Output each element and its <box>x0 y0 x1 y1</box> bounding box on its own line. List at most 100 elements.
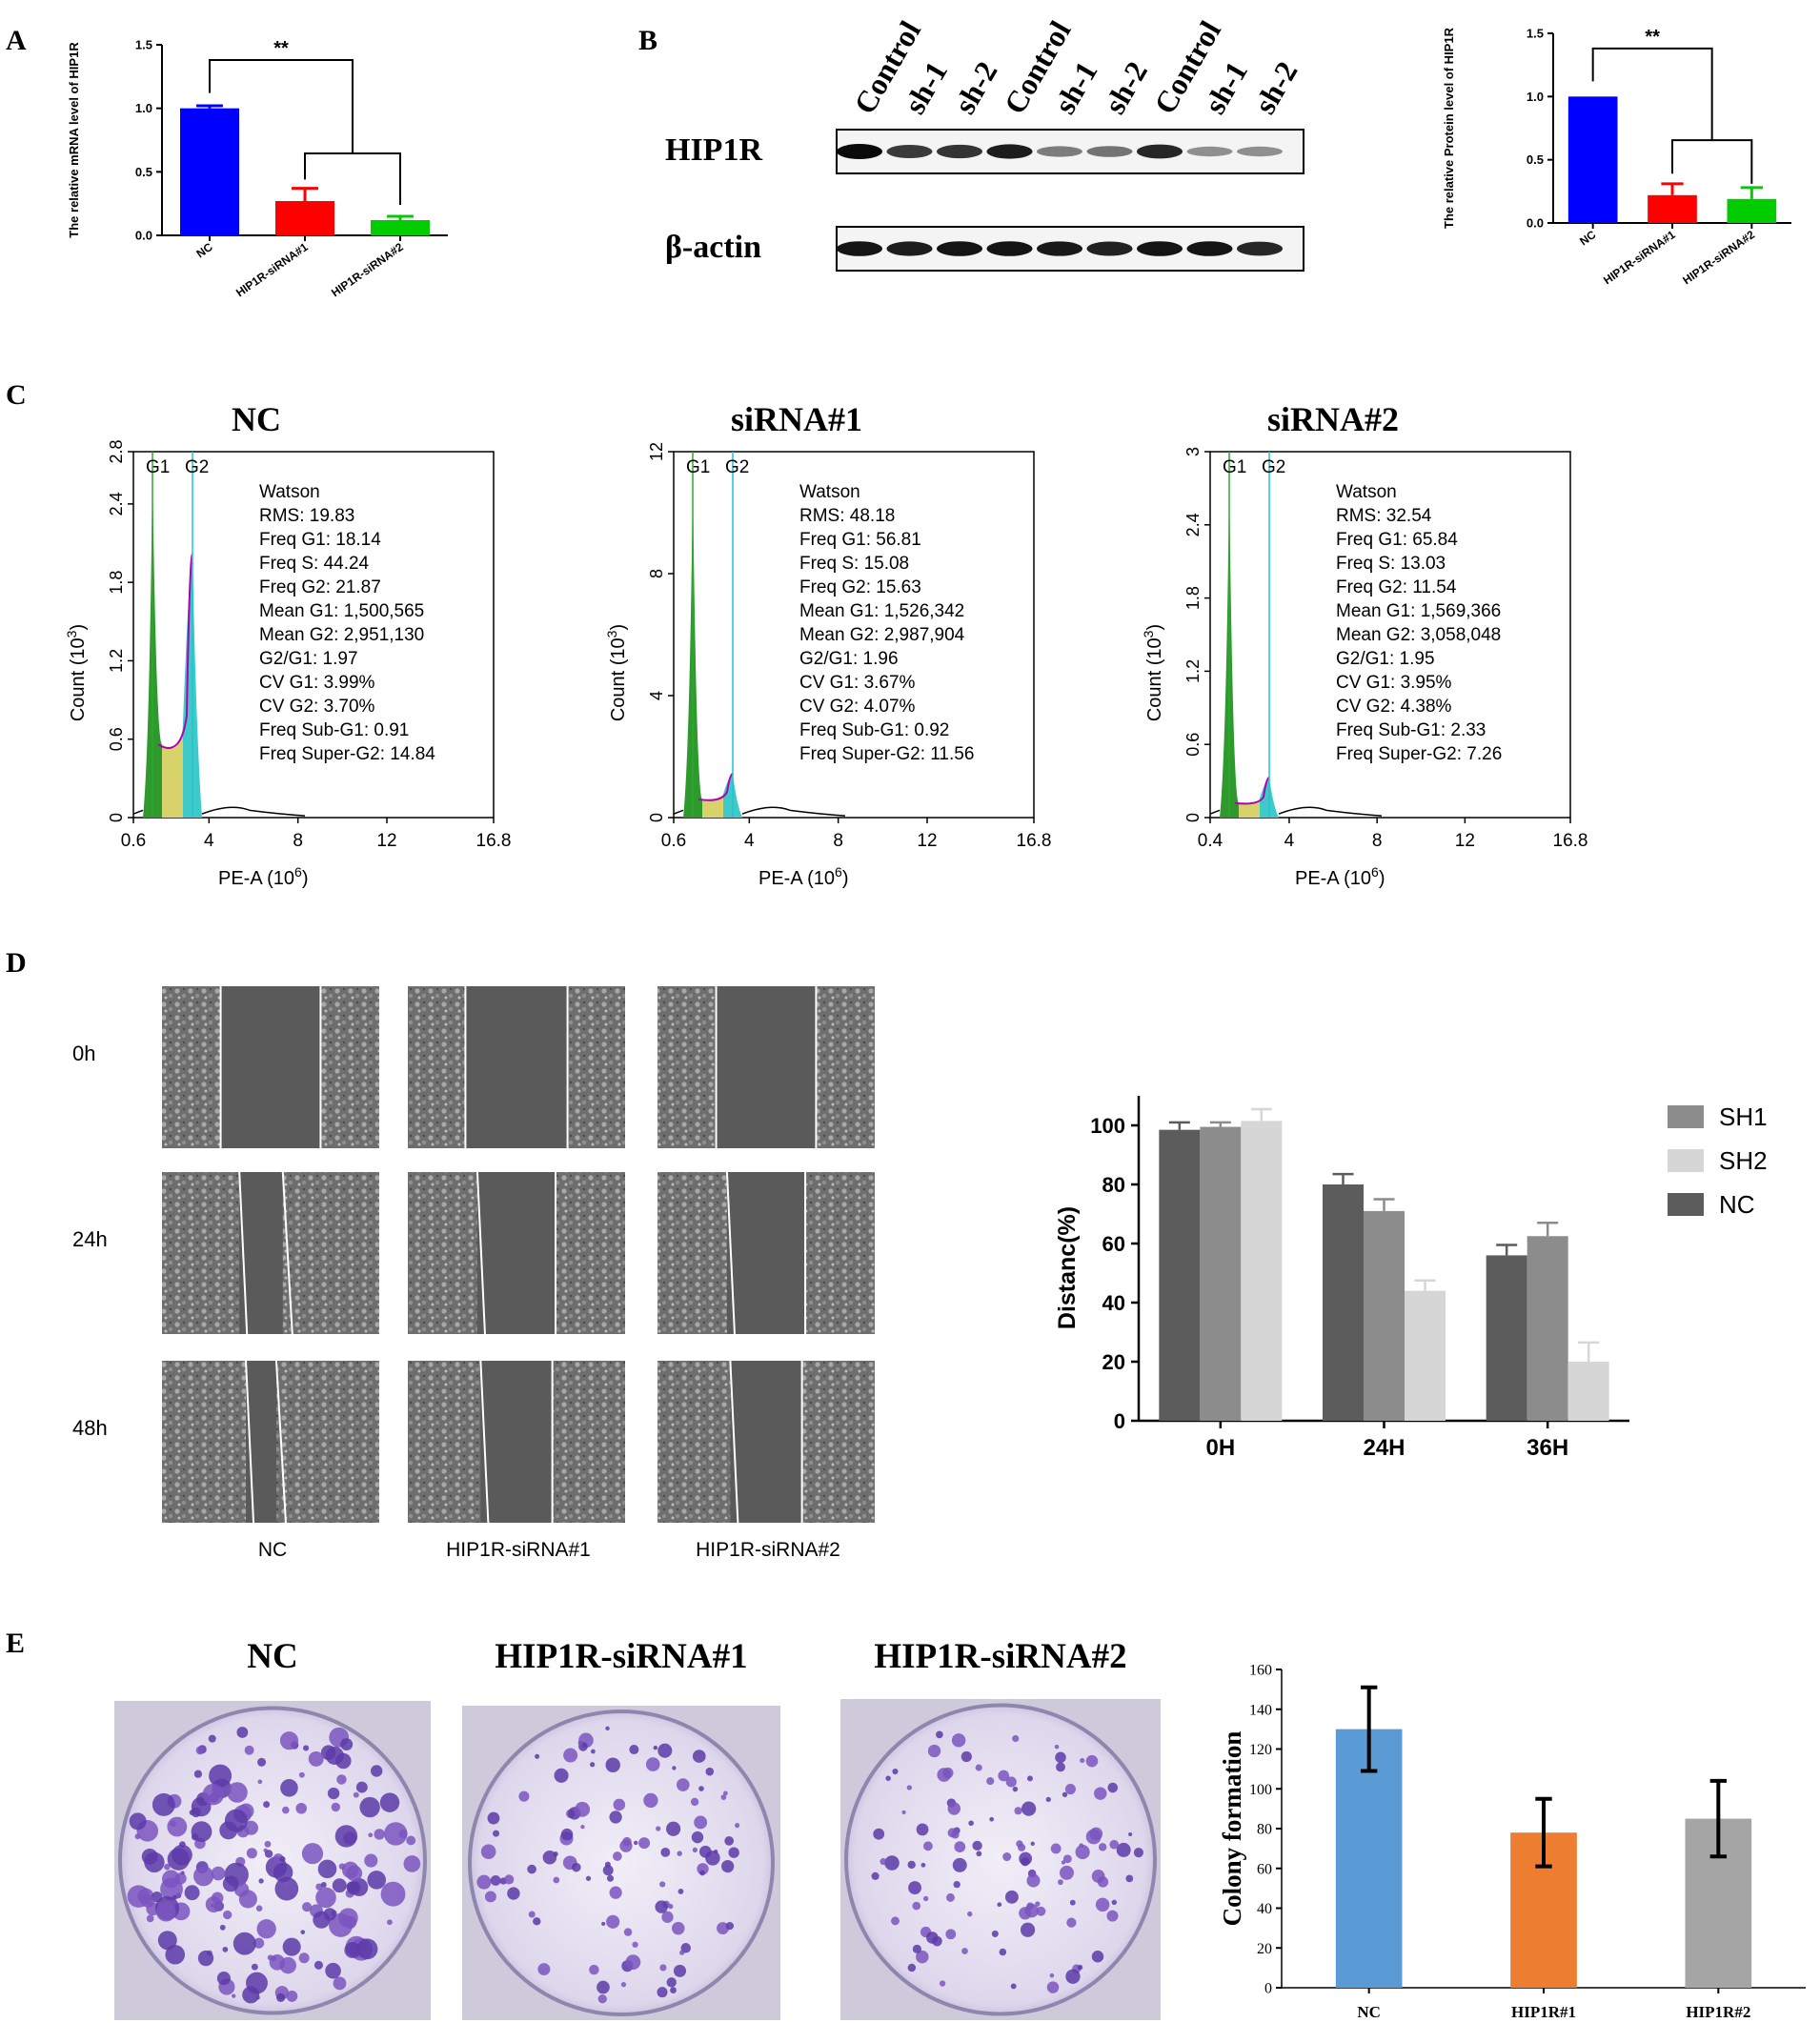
flow-stat: Freq G1: 18.14 <box>259 530 381 550</box>
wound-image <box>657 1360 875 1524</box>
y-tick-label: 0 <box>1114 1409 1125 1433</box>
flow-panel-1: NC 0 0.6 1.2 1.8 2.4 2.8 0.6 4 8 12 16.8 PE-A (106) C… <box>64 400 511 889</box>
colony-spot <box>406 1835 416 1846</box>
colony-spot <box>916 1823 929 1836</box>
colony-spot <box>645 1757 660 1771</box>
colony-spot <box>280 1778 298 1797</box>
colony-spot <box>346 1881 358 1892</box>
wound-time-label: 24h <box>72 1227 108 1251</box>
y-tick-label: 60 <box>1102 1232 1125 1256</box>
flow-g1-label: G1 <box>146 457 170 477</box>
colony-spot <box>129 1812 147 1831</box>
colony-spot <box>936 1730 943 1739</box>
bar-sh1 <box>1200 1126 1242 1421</box>
blot-band <box>1037 146 1082 157</box>
colony-spot <box>705 1767 715 1776</box>
colony-spot <box>313 1911 331 1929</box>
colony-spot <box>279 1956 296 1974</box>
wound-healing-images: 0h 24h 48h NC HIP1R-siRNA#1 HIP1R-siRNA#2 <box>72 986 875 1561</box>
colony-spot <box>927 1744 941 1758</box>
flow-title: siRNA#2 <box>1267 400 1399 438</box>
flow-x-tick-label: 0.6 <box>121 831 146 851</box>
bar-sh2 <box>1567 1362 1609 1421</box>
colony-spot <box>257 1757 267 1767</box>
chart-e-plot: 0 20 40 60 80 100 120 140 160 NC HIP1R#1 HIP1R#2 Col… <box>1218 1663 1806 2021</box>
colony-spot <box>1012 1786 1019 1792</box>
blot-lane-label: sh-2 <box>1247 55 1304 119</box>
y-tick-label: 0.5 <box>135 165 152 179</box>
colony-spot <box>1021 1801 1037 1816</box>
colony-spot <box>224 1809 248 1832</box>
colony-spot <box>697 1863 709 1875</box>
y-tick-label: 120 <box>1249 1742 1272 1758</box>
colony-spot <box>367 1871 386 1890</box>
colony-spot <box>301 1843 324 1865</box>
colony-spot <box>1107 1782 1119 1793</box>
colony-spot <box>281 1806 290 1814</box>
colony-spot <box>714 1850 718 1854</box>
flow-stat: Mean G1: 1,500,565 <box>259 601 424 621</box>
flow-y-axis-label: Count (103) <box>604 624 629 721</box>
colony-spot <box>967 1911 973 1917</box>
colony-spot <box>282 1937 301 1956</box>
y-tick-label: 0.5 <box>1527 152 1544 167</box>
colony-spot <box>1010 1983 1017 1990</box>
blot-band <box>886 145 933 158</box>
colony-spot <box>679 1950 685 1955</box>
colony-spot <box>968 1820 974 1827</box>
colony-spot <box>976 1851 982 1857</box>
colony-spot <box>1128 1832 1133 1837</box>
colony-spot <box>560 1828 574 1841</box>
colony-spot <box>379 1792 400 1812</box>
colony-spot <box>1004 1890 1019 1904</box>
blot-band <box>1186 146 1233 157</box>
colony-spot <box>609 1886 622 1899</box>
blot-band <box>1037 241 1082 256</box>
colony-spot <box>916 1950 929 1964</box>
colony-spot <box>164 1863 171 1871</box>
flow-stat: Freq S: 15.08 <box>799 554 909 574</box>
bar-sh2 <box>1241 1121 1283 1421</box>
colony-spot <box>480 1844 496 1859</box>
flow-plot-frame <box>1209 451 1571 819</box>
colony-spot <box>1094 1787 1107 1800</box>
colony-spot <box>320 1881 327 1889</box>
panel-labels: A B C D E <box>6 25 657 1659</box>
blot-band <box>986 144 1033 159</box>
colony-spot <box>884 1855 900 1871</box>
colony-spot <box>920 1862 926 1868</box>
colony-spot <box>227 1782 248 1803</box>
colony-spot <box>1055 1751 1066 1764</box>
colony-spot <box>606 1874 615 1882</box>
colony-spot <box>580 1824 585 1830</box>
colony-spot <box>490 1875 501 1886</box>
wound-image <box>162 986 379 1148</box>
colony-spot <box>537 1963 551 1976</box>
colony-spot <box>257 1779 263 1785</box>
flow-y-axis-label: Count (103) <box>1141 624 1165 721</box>
x-tick-label: 24H <box>1363 1435 1405 1461</box>
colony-spot <box>317 1859 337 1879</box>
colony-spot <box>1020 1922 1036 1937</box>
colony-spot <box>325 1962 341 1979</box>
colony-spot <box>208 1734 216 1743</box>
colony-spot <box>986 1777 995 1786</box>
colony-spot <box>554 1768 569 1783</box>
colony-spot <box>219 1924 226 1931</box>
blot-lane-labels: Controlsh-1sh-2Controlsh-1sh-2Controlsh-… <box>847 15 1304 120</box>
colony-well <box>468 1709 775 2016</box>
colony-spot <box>346 1865 363 1882</box>
colony-spot <box>597 1994 607 2004</box>
colony-spot <box>601 1921 606 1926</box>
colony-spot <box>620 1982 627 1988</box>
colony-spot <box>1036 1906 1046 1916</box>
colony-spot <box>542 1850 557 1865</box>
colony-spot <box>1064 1784 1076 1795</box>
colony-spot <box>302 1902 313 1912</box>
wound-image <box>162 1171 379 1335</box>
colony-spot <box>947 1802 961 1815</box>
flow-x-tick-label: 12 <box>917 831 937 851</box>
flow-y-tick-label: 0.6 <box>1183 733 1203 757</box>
colony-spot <box>591 1749 596 1754</box>
flow-fit-curve <box>698 772 734 801</box>
